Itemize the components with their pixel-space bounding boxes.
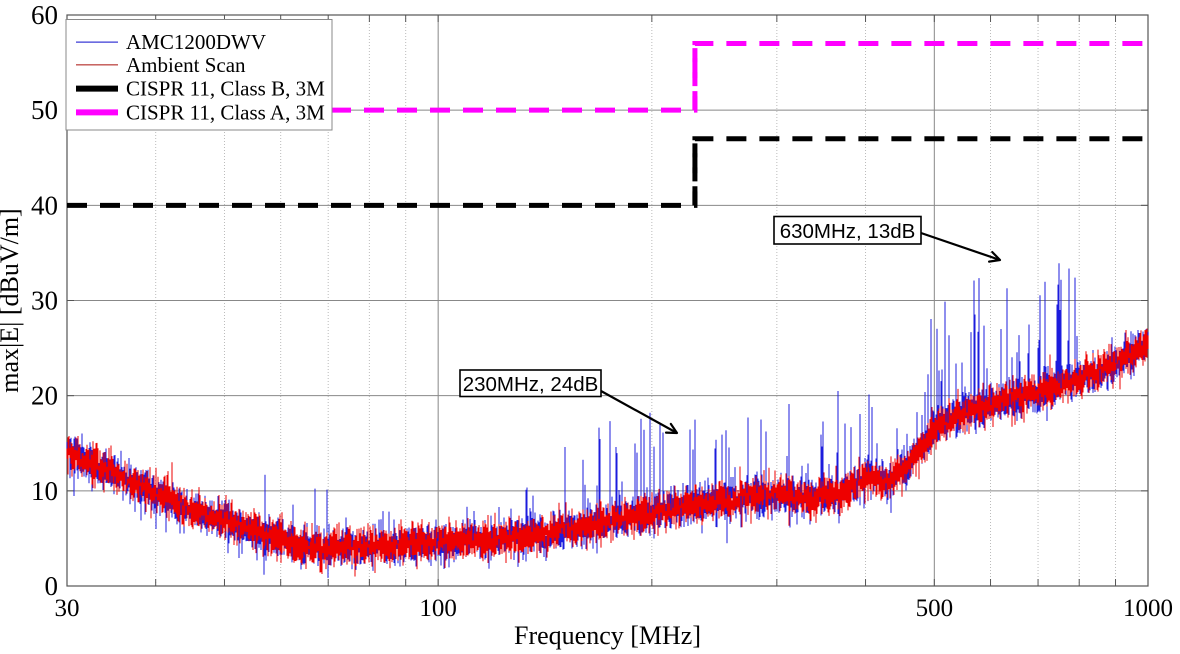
svg-text:10: 10	[31, 476, 58, 506]
svg-text:60: 60	[31, 0, 58, 30]
svg-text:230MHz, 24dB: 230MHz, 24dB	[463, 373, 599, 396]
svg-text:CISPR 11, Class B, 3M: CISPR 11, Class B, 3M	[126, 77, 325, 101]
svg-text:630MHz, 13dB: 630MHz, 13dB	[780, 220, 916, 243]
svg-text:500: 500	[916, 595, 954, 622]
svg-text:40: 40	[31, 190, 58, 220]
svg-text:AMC1200DWV: AMC1200DWV	[126, 30, 266, 54]
svg-text:20: 20	[31, 381, 58, 411]
svg-text:CISPR 11, Class A, 3M: CISPR 11, Class A, 3M	[126, 100, 325, 124]
svg-text:Frequency [MHz]: Frequency [MHz]	[514, 621, 701, 650]
svg-text:50: 50	[31, 95, 58, 125]
svg-text:max|E| [dBuV/m]: max|E| [dBuV/m]	[0, 208, 24, 392]
svg-text:30: 30	[31, 286, 58, 316]
svg-text:1000: 1000	[1123, 595, 1173, 622]
svg-text:30: 30	[55, 595, 80, 622]
svg-text:100: 100	[419, 595, 457, 622]
svg-text:Ambient Scan: Ambient Scan	[126, 53, 246, 77]
